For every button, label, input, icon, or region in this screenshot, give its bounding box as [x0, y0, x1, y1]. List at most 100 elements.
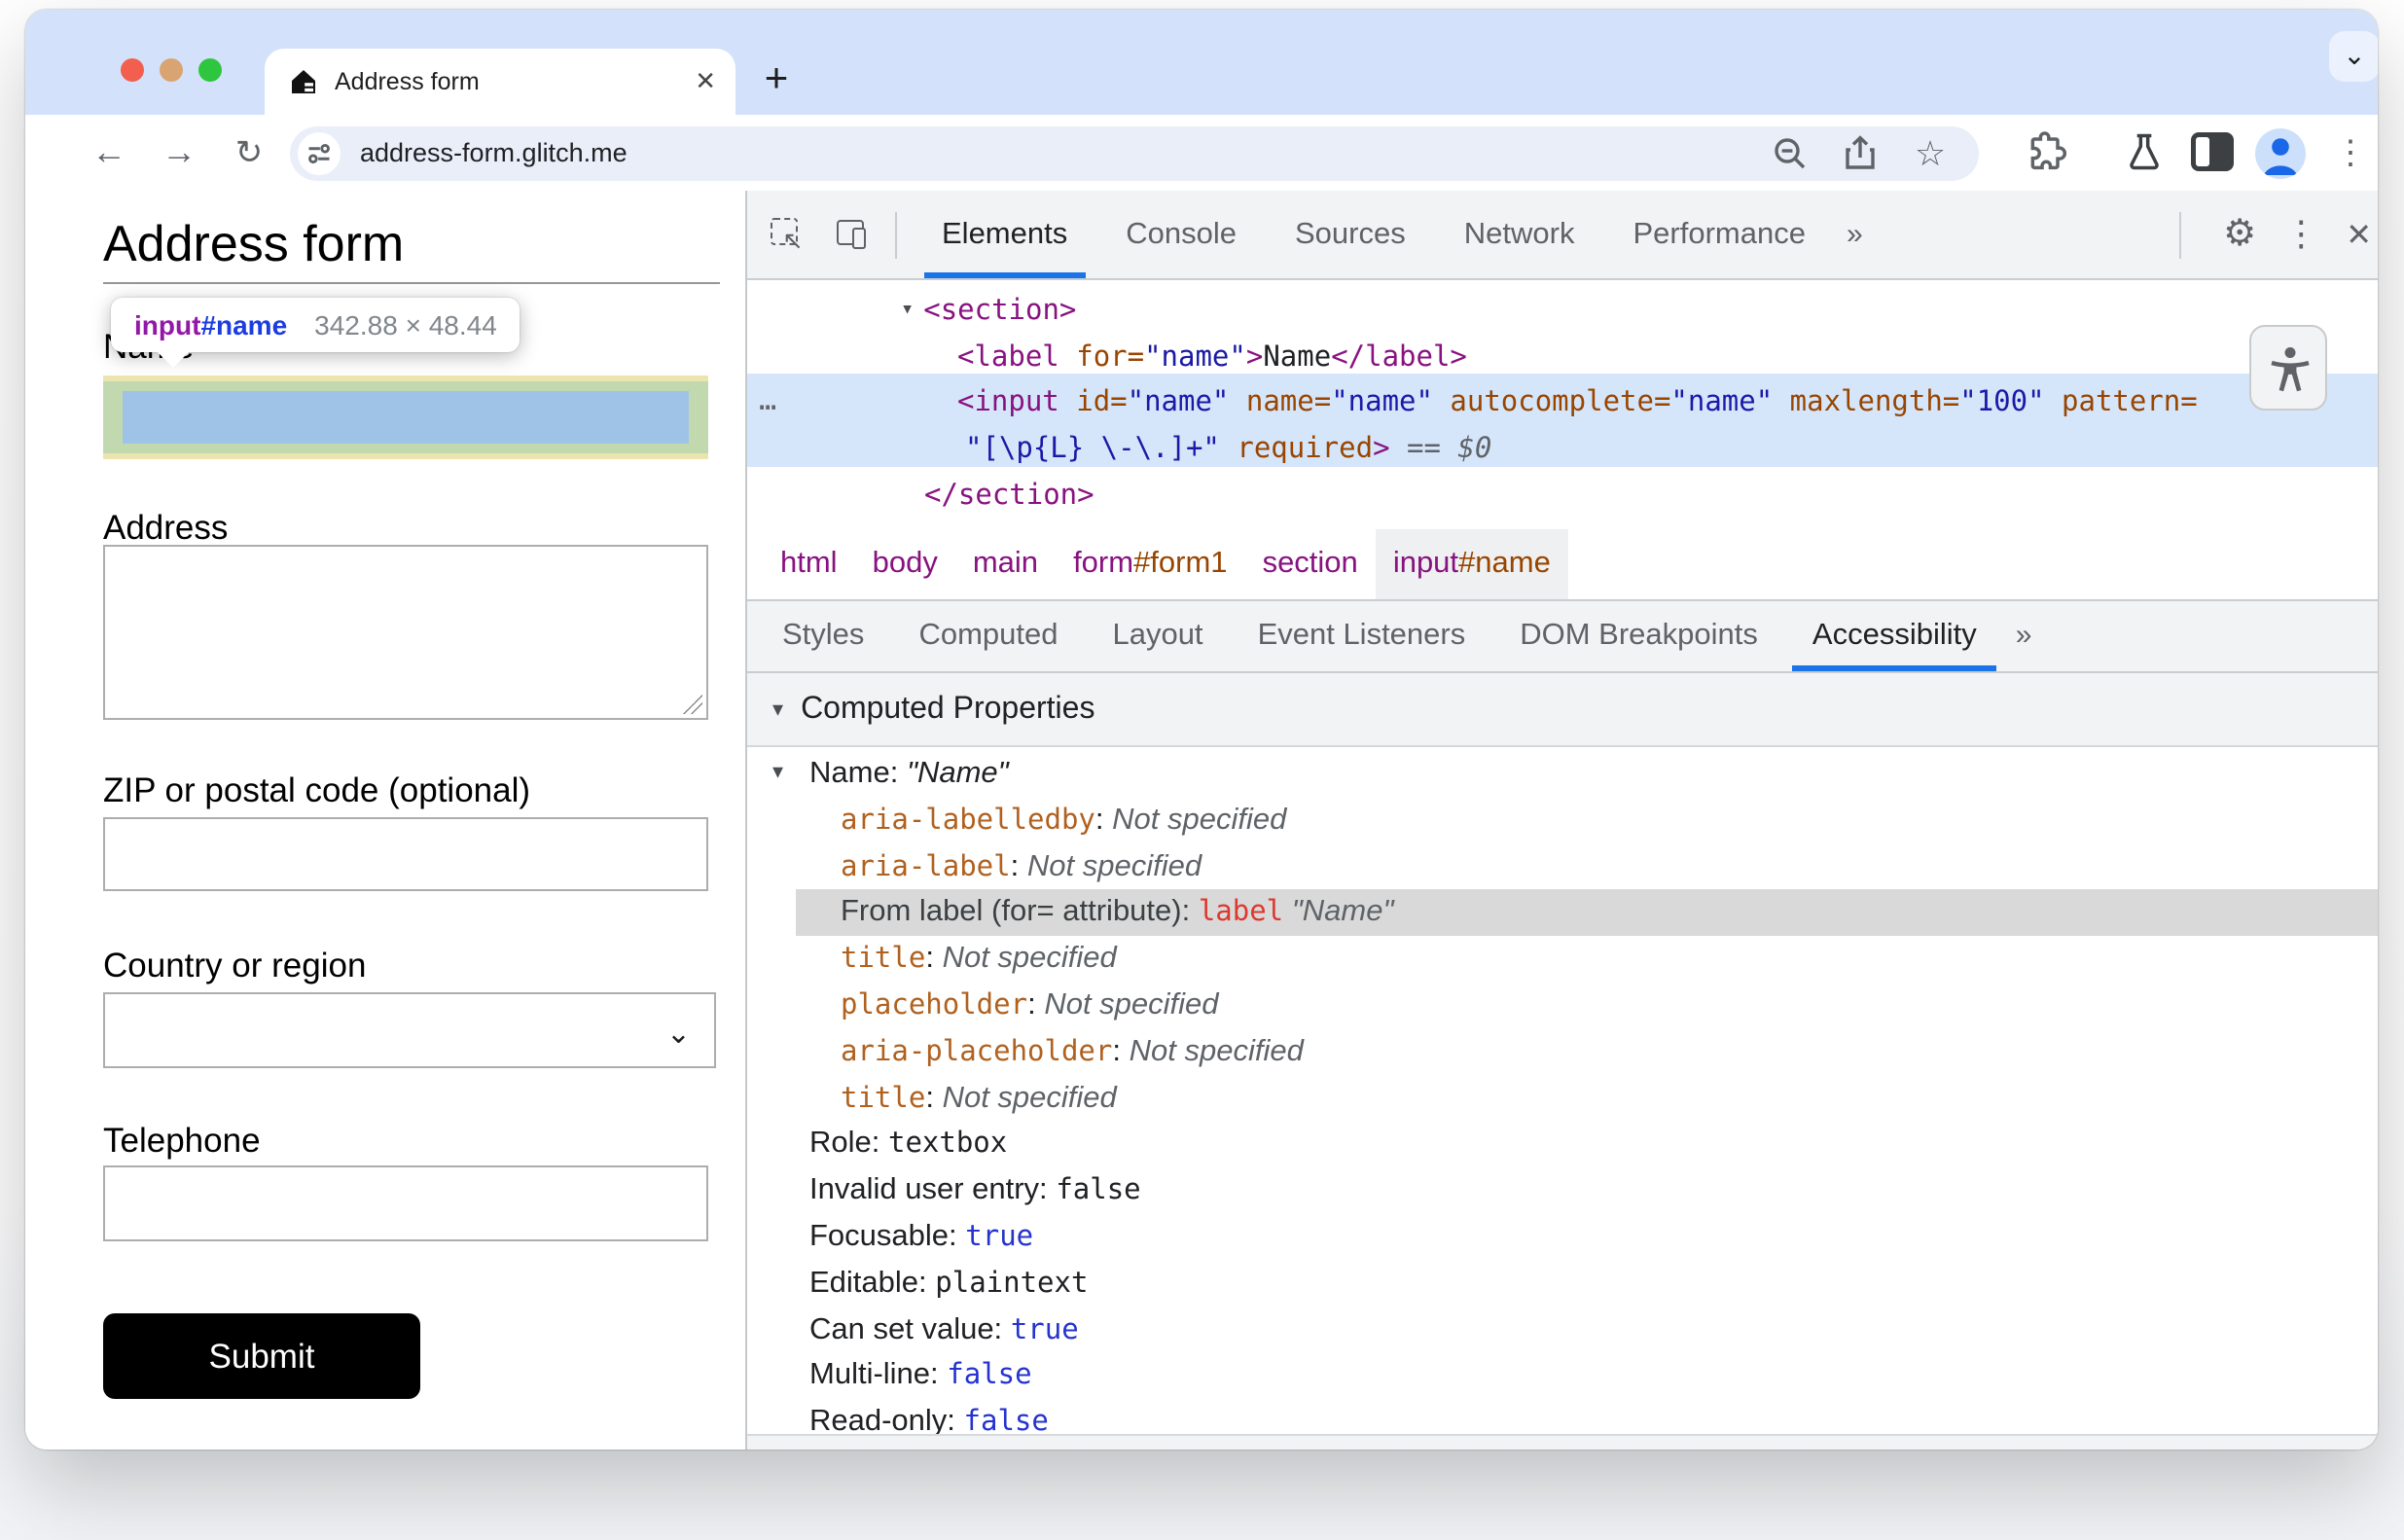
selected-node-highlight: [747, 374, 2378, 467]
tab-strip: Address form ✕ + ⌄: [25, 10, 2378, 115]
tab-sources[interactable]: Sources: [1295, 218, 1406, 251]
breadcrumb-body[interactable]: body: [872, 547, 938, 580]
tooltip-element-id: #name: [200, 309, 288, 340]
bookmark-star-icon[interactable]: ☆: [1914, 133, 1947, 172]
back-button[interactable]: ←: [91, 132, 126, 171]
devtools-panel: ↖ Elements Console Sources Network Perfo…: [747, 191, 2378, 1450]
code-line-label[interactable]: <label for="name">Name</label>: [957, 341, 1467, 374]
code-line-input-selected[interactable]: <input id="name" name="name" autocomplet…: [957, 387, 2198, 419]
new-tab-button[interactable]: +: [764, 56, 789, 101]
prop-row-from-label[interactable]: From label (for= attribute): label "Name…: [747, 889, 2378, 937]
breadcrumb-section[interactable]: section: [1262, 547, 1358, 580]
code-line-section-open[interactable]: ▾ <section>: [901, 296, 1077, 327]
browser-toolbar: ← → ↻ address-form.glitch.me ☆: [25, 115, 2378, 278]
prop-row-invalid-user-entry[interactable]: Invalid user entry: false: [809, 1173, 1141, 1207]
elements-tree: ⋯ ▾ <section> <label for="name">Name</lab…: [747, 280, 2378, 529]
tab-close-icon[interactable]: ✕: [695, 66, 716, 95]
country-select[interactable]: ⌄: [103, 992, 716, 1068]
tab-search-chevron-icon[interactable]: ⌄: [2329, 31, 2378, 82]
prop-row-title-2[interactable]: title: Not specified: [841, 1081, 1117, 1115]
sidebar-pane-tabs: Styles Computed Layout Event Listeners D…: [747, 601, 2378, 673]
close-window-button[interactable]: [121, 58, 144, 82]
breadcrumb-main[interactable]: main: [972, 547, 1039, 580]
browser-window: Address form ✕ + ⌄ ← → ↻ address-form.gl…: [25, 10, 2378, 1450]
submit-button[interactable]: Submit: [103, 1313, 420, 1399]
prop-row-name[interactable]: ▾ Name: "Name": [747, 751, 2378, 798]
tooltip-element-tag: input: [134, 309, 201, 340]
prop-row-title[interactable]: title: Not specified: [841, 942, 1117, 976]
node-overflow-dots[interactable]: ⋯: [759, 389, 779, 424]
tooltip-dimensions: 342.88 × 48.44: [314, 309, 497, 340]
address-bar[interactable]: address-form.glitch.me ☆: [290, 125, 1979, 180]
zip-input[interactable]: [103, 817, 708, 891]
devtools-settings-gear-icon[interactable]: ⚙: [2223, 214, 2257, 255]
devtools-divider[interactable]: [745, 191, 747, 1450]
browser-tab[interactable]: Address form ✕: [265, 49, 736, 115]
tab-accessibility[interactable]: Accessibility: [1785, 601, 2004, 671]
disclosure-triangle-icon[interactable]: ▾: [772, 698, 784, 722]
more-pane-tabs-icon[interactable]: »: [2015, 619, 2034, 652]
forward-button[interactable]: →: [161, 132, 197, 171]
telephone-input[interactable]: [103, 1165, 708, 1241]
glitch-favicon-icon: [288, 66, 319, 97]
address-field-label: Address: [103, 508, 229, 547]
page-title: Address form: [103, 214, 405, 272]
devtools-menu-icon[interactable]: ⋮: [2283, 214, 2319, 253]
prop-row-multi-line[interactable]: Multi-line: false: [809, 1358, 1032, 1392]
minimize-window-button[interactable]: [160, 58, 183, 82]
profile-avatar[interactable]: [2255, 127, 2306, 178]
zip-field-label: ZIP or postal code (optional): [103, 770, 531, 809]
url-text[interactable]: address-form.glitch.me: [360, 137, 628, 166]
tab-network[interactable]: Network: [1463, 218, 1575, 251]
address-textarea[interactable]: [103, 545, 708, 720]
extensions-icon[interactable]: [2026, 128, 2068, 179]
devtools-close-icon[interactable]: ✕: [2346, 219, 2372, 252]
tooltip-arrow: [158, 352, 189, 368]
devtools-bottom-strip: [747, 1434, 2378, 1450]
prop-row-focusable[interactable]: Focusable: true: [809, 1219, 1034, 1253]
code-line-section-close[interactable]: </section>: [924, 480, 1094, 512]
prop-row-can-set-value[interactable]: Can set value: true: [809, 1312, 1079, 1346]
accessibility-overlay-button[interactable]: [2249, 325, 2327, 411]
accessibility-properties: ▾ Name: "Name" aria-labelledby: Not spec…: [747, 747, 2378, 1438]
prop-row-placeholder[interactable]: placeholder: Not specified: [841, 987, 1219, 1021]
tab-dom-breakpoints[interactable]: DOM Breakpoints: [1520, 619, 1758, 652]
prop-row-editable[interactable]: Editable: plaintext: [809, 1266, 1089, 1300]
tab-event-listeners[interactable]: Event Listeners: [1257, 619, 1466, 652]
tab-console[interactable]: Console: [1126, 218, 1237, 251]
tab-elements[interactable]: Elements: [913, 191, 1096, 278]
more-tabs-icon[interactable]: »: [1846, 218, 1865, 251]
prop-row-aria-placeholder[interactable]: aria-placeholder: Not specified: [841, 1034, 1304, 1068]
share-icon[interactable]: [1839, 131, 1882, 174]
prop-row-aria-label[interactable]: aria-label: Not specified: [841, 849, 1202, 883]
prop-row-read-only[interactable]: Read-only: false: [809, 1405, 1049, 1439]
browser-menu-icon[interactable]: ⋮: [2334, 134, 2367, 171]
experiments-flask-icon[interactable]: [2123, 128, 2166, 179]
zoom-out-icon[interactable]: [1769, 131, 1812, 174]
inspect-highlight-padding: [103, 376, 708, 459]
code-line-input-continued[interactable]: "[\p{L} \-\.]+" required> == $0: [965, 434, 1492, 466]
tab-title: Address form: [335, 68, 480, 95]
device-toolbar-icon[interactable]: [833, 212, 879, 259]
textarea-resize-handle[interactable]: [683, 695, 702, 714]
breadcrumb-input-name[interactable]: input#name: [1375, 529, 1568, 599]
country-field-label: Country or region: [103, 946, 367, 985]
prop-row-role[interactable]: Role: textbox: [809, 1127, 1008, 1161]
tab-performance[interactable]: Performance: [1633, 218, 1806, 251]
breadcrumb-form[interactable]: form#form1: [1073, 547, 1228, 580]
zoom-window-button[interactable]: [198, 58, 222, 82]
inspect-element-icon[interactable]: ↖: [767, 212, 813, 259]
tab-computed[interactable]: Computed: [918, 619, 1058, 652]
tab-layout[interactable]: Layout: [1112, 619, 1203, 652]
tab-styles[interactable]: Styles: [782, 619, 865, 652]
inspect-highlight-content[interactable]: [123, 391, 689, 444]
site-settings-icon[interactable]: [298, 131, 341, 174]
computed-properties-header[interactable]: ▾ Computed Properties: [747, 673, 2378, 747]
side-panel-icon[interactable]: [2189, 130, 2236, 181]
prop-row-aria-labelledby[interactable]: aria-labelledby: Not specified: [841, 803, 1287, 837]
reload-button[interactable]: ↻: [234, 134, 264, 171]
computed-properties-title: Computed Properties: [801, 692, 1095, 725]
disclosure-triangle-icon[interactable]: ▾: [772, 761, 784, 784]
breadcrumb-html[interactable]: html: [780, 547, 838, 580]
